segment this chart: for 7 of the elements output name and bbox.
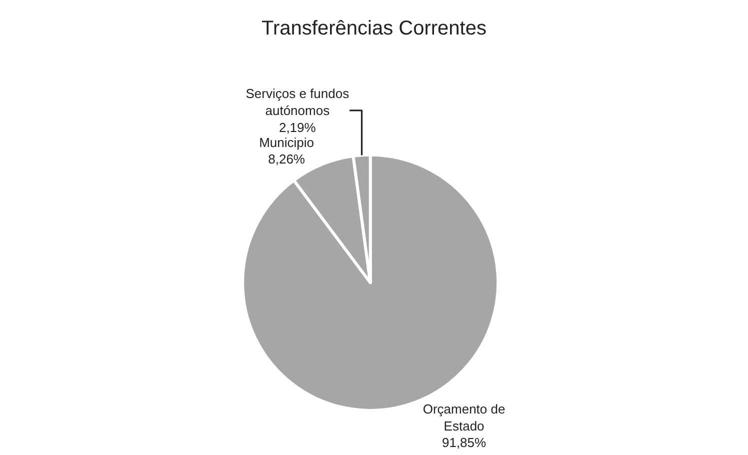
data-label: 2,19% <box>278 120 316 135</box>
data-label: 91,85% <box>442 435 487 450</box>
slice-label: Orçamento de Estado <box>422 401 506 434</box>
chart-title: Transferências Correntes <box>262 17 486 40</box>
slice-label: Serviços e fundos autónomos <box>246 86 350 118</box>
data-label: 8,26% <box>268 152 306 167</box>
slice-label: Municipio <box>259 134 314 150</box>
